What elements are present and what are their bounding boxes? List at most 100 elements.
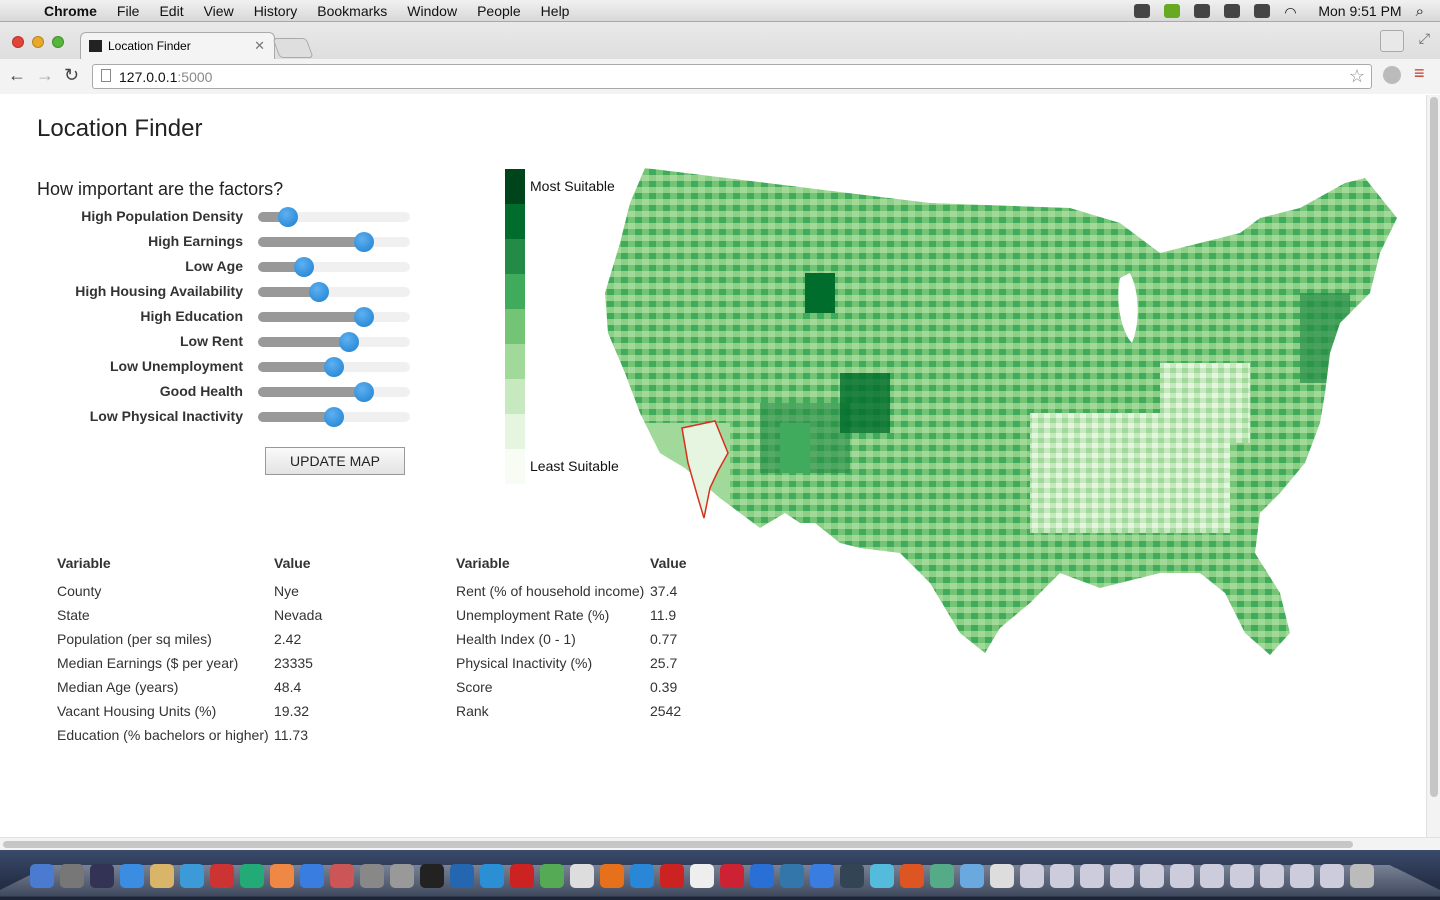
dock-app-icon[interactable] xyxy=(690,864,714,888)
factor-slider-track[interactable] xyxy=(258,212,410,222)
dock-app-icon[interactable] xyxy=(270,864,294,888)
dock-app-icon[interactable] xyxy=(1260,864,1284,888)
factor-slider-track[interactable] xyxy=(258,312,410,322)
dock-app-icon[interactable] xyxy=(30,864,54,888)
close-window-button[interactable] xyxy=(12,36,24,48)
dock-app-icon[interactable] xyxy=(840,864,864,888)
factor-slider-track[interactable] xyxy=(258,337,410,347)
menu-people[interactable]: People xyxy=(477,2,521,19)
factor-slider-handle[interactable] xyxy=(354,382,375,402)
menubar-clock[interactable]: Mon 9:51 PM xyxy=(1318,3,1402,19)
factor-slider-handle[interactable] xyxy=(293,257,314,277)
dock-app-icon[interactable] xyxy=(720,864,744,888)
menu-app-name[interactable]: Chrome xyxy=(44,2,97,19)
vertical-scroll-thumb[interactable] xyxy=(1430,97,1438,797)
factor-slider-track[interactable] xyxy=(258,237,410,247)
dock-app-icon[interactable] xyxy=(1050,864,1074,888)
reload-icon[interactable]: ↻ xyxy=(64,65,80,85)
dock-app-icon[interactable] xyxy=(1350,864,1374,888)
menu-file[interactable]: File xyxy=(116,2,140,19)
factor-slider-track[interactable] xyxy=(258,387,410,397)
dock-app-icon[interactable] xyxy=(1140,864,1164,888)
dock-app-icon[interactable] xyxy=(240,864,264,888)
dock-app-icon[interactable] xyxy=(450,864,474,888)
dock-app-icon[interactable] xyxy=(660,864,684,888)
dock-app-icon[interactable] xyxy=(870,864,894,888)
dock-app-icon[interactable] xyxy=(390,864,414,888)
dock-app-icon[interactable] xyxy=(300,864,324,888)
dock-app-icon[interactable] xyxy=(750,864,774,888)
dock-app-icon[interactable] xyxy=(540,864,564,888)
dock-app-icon[interactable] xyxy=(510,864,534,888)
menu-window[interactable]: Window xyxy=(407,2,458,19)
bookmark-star-icon[interactable]: ☆ xyxy=(1348,66,1365,86)
dock-app-icon[interactable] xyxy=(1110,864,1134,888)
factor-slider-handle[interactable] xyxy=(278,207,299,227)
dock-app-icon[interactable] xyxy=(1290,864,1314,888)
menu-history[interactable]: History xyxy=(253,2,298,19)
minimize-window-button[interactable] xyxy=(32,36,44,48)
factor-slider-handle[interactable] xyxy=(339,332,360,352)
dock-app-icon[interactable] xyxy=(1080,864,1104,888)
dock-app-icon[interactable] xyxy=(810,864,834,888)
dock-app-icon[interactable] xyxy=(900,864,924,888)
menu-help[interactable]: Help xyxy=(540,2,570,19)
browser-tab[interactable]: Location Finder ✕ xyxy=(80,32,275,59)
dock-app-icon[interactable] xyxy=(480,864,504,888)
dock-app-icon[interactable] xyxy=(420,864,444,888)
address-bar[interactable]: 127.0.0.1:5000 ☆ xyxy=(92,64,1372,89)
dock-app-icon[interactable] xyxy=(1020,864,1044,888)
dock-app-icon[interactable] xyxy=(60,864,84,888)
update-map-button[interactable]: UPDATE MAP xyxy=(265,447,405,475)
dock-app-icon[interactable] xyxy=(1230,864,1254,888)
chrome-menu-icon[interactable]: ≡ xyxy=(1414,63,1425,83)
dock-app-icon[interactable] xyxy=(360,864,384,888)
dock-app-icon[interactable] xyxy=(990,864,1014,888)
wifi-icon[interactable]: ◠ xyxy=(1284,4,1297,20)
forward-arrow-icon[interactable]: → xyxy=(36,65,54,85)
new-tab-button[interactable] xyxy=(272,38,314,58)
dock-app-icon[interactable] xyxy=(570,864,594,888)
menu-bookmarks[interactable]: Bookmarks xyxy=(317,2,388,19)
factor-slider-handle[interactable] xyxy=(324,357,344,377)
factor-slider-handle[interactable] xyxy=(308,282,329,302)
dock-app-icon[interactable] xyxy=(1320,864,1344,888)
factor-slider-handle[interactable] xyxy=(354,232,375,252)
factor-slider-track[interactable] xyxy=(258,287,410,297)
dock-app-icon[interactable] xyxy=(630,864,654,888)
map-counties[interactable] xyxy=(600,163,1400,663)
factor-slider-handle[interactable] xyxy=(324,407,344,427)
dock-app-icon[interactable] xyxy=(90,864,114,888)
time-machine-icon[interactable] xyxy=(1224,4,1241,18)
dock-app-icon[interactable] xyxy=(330,864,354,888)
profile-icon[interactable] xyxy=(1380,30,1404,52)
horizontal-scroll-thumb[interactable] xyxy=(3,841,1353,848)
dock-app-icon[interactable] xyxy=(210,864,234,888)
dock-app-icon[interactable] xyxy=(780,864,804,888)
factor-slider-handle[interactable] xyxy=(354,307,375,327)
dock-app-icon[interactable] xyxy=(600,864,624,888)
dock-app-icon[interactable] xyxy=(930,864,954,888)
dropbox-icon[interactable] xyxy=(1134,4,1151,18)
dock-app-icon[interactable] xyxy=(1170,864,1194,888)
layers-icon[interactable] xyxy=(1194,4,1211,18)
menu-view[interactable]: View xyxy=(203,2,234,19)
zoom-window-button[interactable] xyxy=(52,36,64,48)
dock-app-icon[interactable] xyxy=(1200,864,1224,888)
battery-icon[interactable] xyxy=(1254,4,1271,18)
factor-slider-track[interactable] xyxy=(258,262,410,272)
tray-app-icon[interactable] xyxy=(1164,4,1181,18)
back-arrow-icon[interactable]: ← xyxy=(8,65,26,85)
us-county-map[interactable] xyxy=(600,163,1400,663)
tab-close-icon[interactable]: ✕ xyxy=(254,38,265,53)
spotlight-search-icon[interactable]: ⌕ xyxy=(1415,2,1424,20)
selected-county-highlight[interactable] xyxy=(681,420,729,519)
menu-edit[interactable]: Edit xyxy=(159,2,184,19)
horizontal-scrollbar[interactable] xyxy=(0,837,1440,850)
extension-icon[interactable] xyxy=(1383,66,1401,84)
vertical-scrollbar[interactable] xyxy=(1426,95,1440,837)
dock-app-icon[interactable] xyxy=(180,864,204,888)
dock-app-icon[interactable] xyxy=(150,864,174,888)
dock-app-icon[interactable] xyxy=(120,864,144,888)
fullscreen-icon[interactable]: ⤢ xyxy=(1418,30,1430,46)
